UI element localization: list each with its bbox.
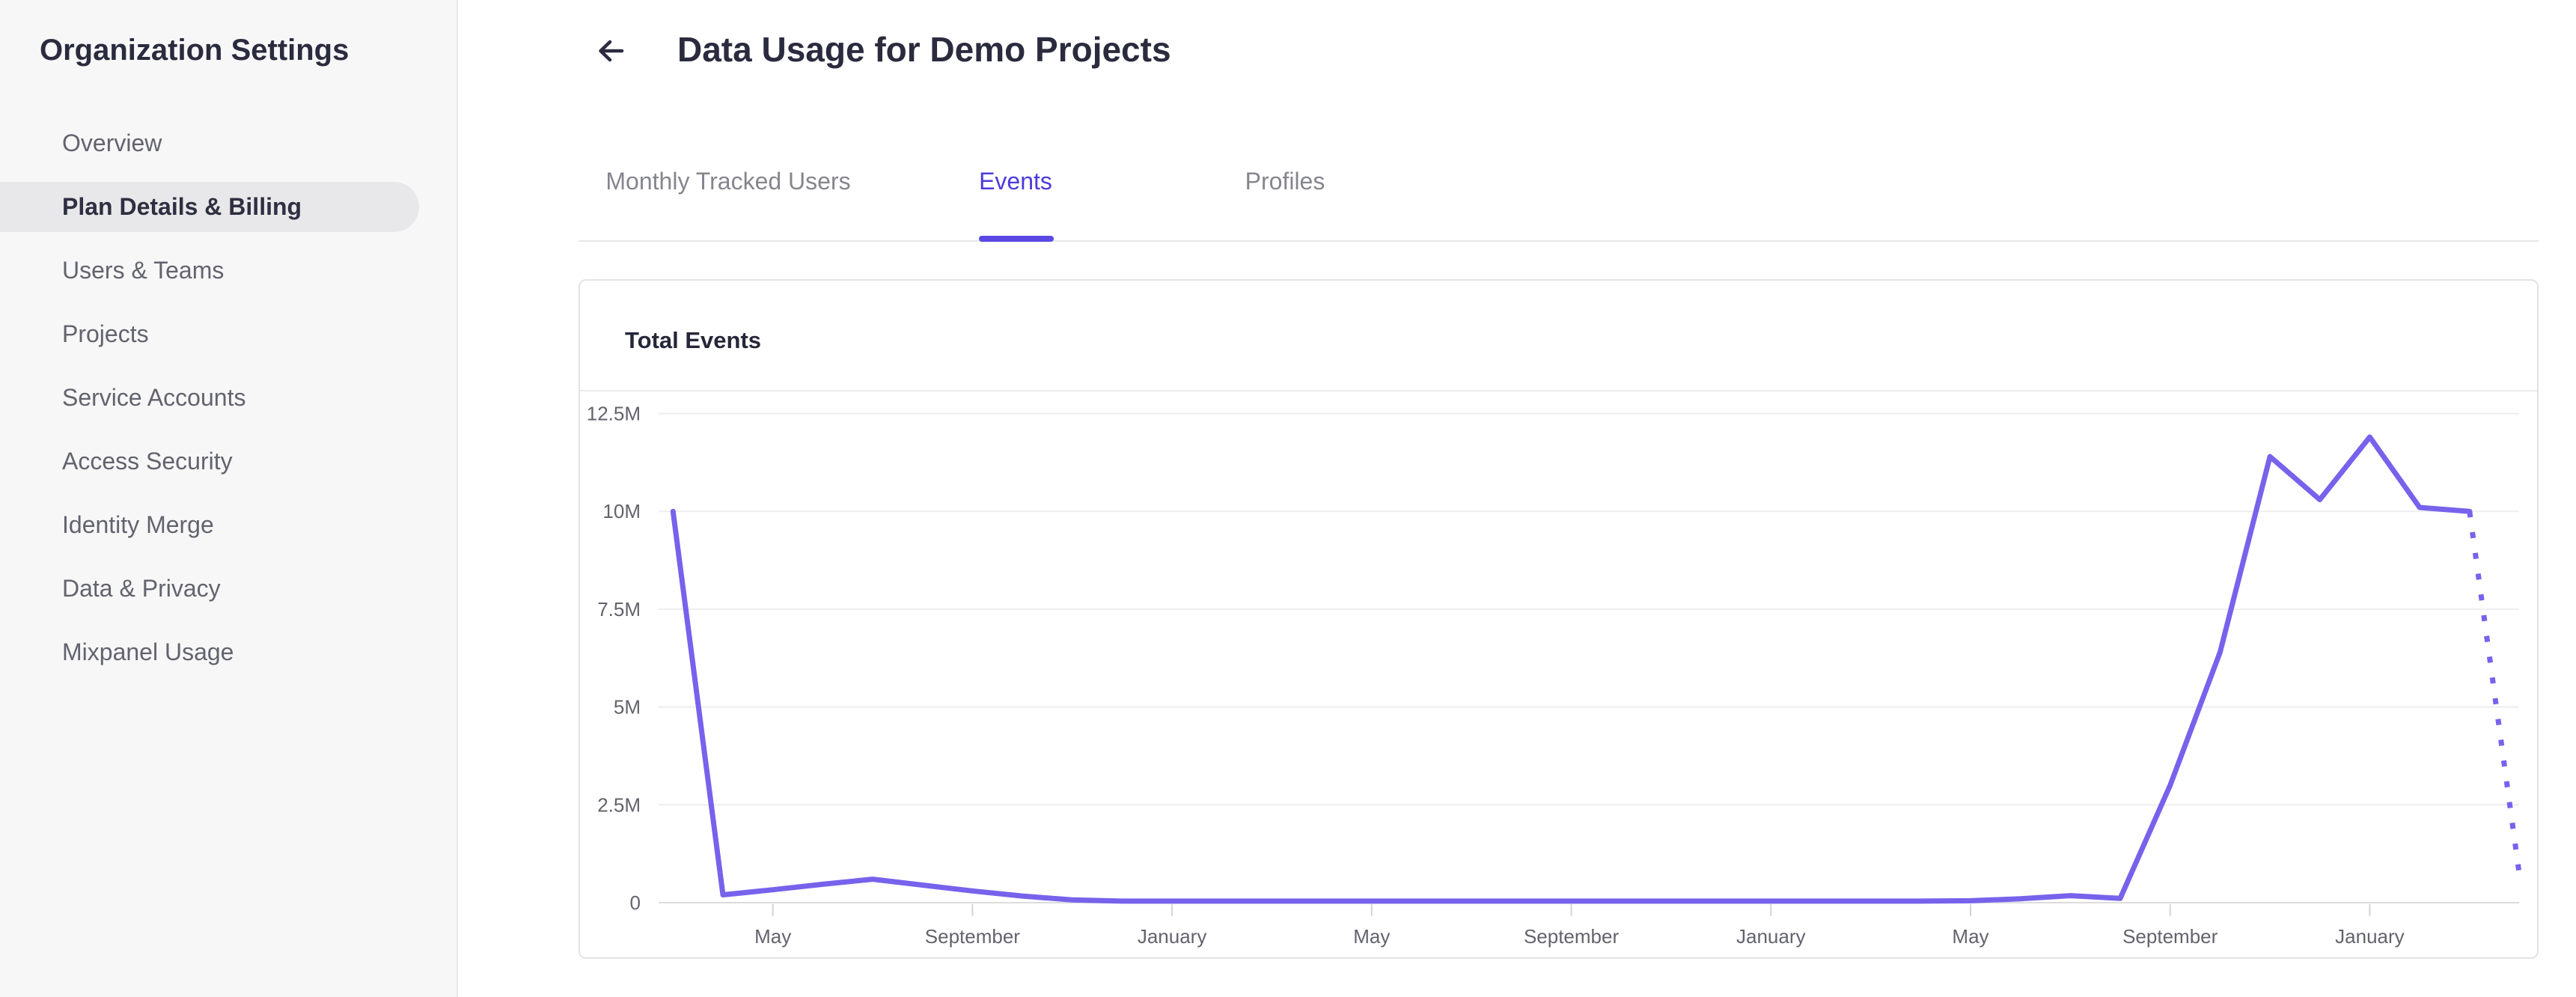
tabs-divider bbox=[579, 240, 2539, 242]
sidebar-item-overview[interactable]: Overview bbox=[62, 129, 162, 156]
total-events-card: Total Events bbox=[579, 279, 2539, 959]
sidebar-item-access-security[interactable]: Access Security bbox=[62, 448, 233, 475]
sidebar-item-data-privacy[interactable]: Data & Privacy bbox=[62, 575, 221, 602]
tab-events[interactable]: Events bbox=[979, 168, 1052, 195]
tab-profiles[interactable]: Profiles bbox=[1245, 168, 1325, 195]
sidebar-item-users-teams[interactable]: Users & Teams bbox=[62, 257, 225, 284]
sidebar-title: Organization Settings bbox=[40, 34, 350, 67]
card-title: Total Events bbox=[625, 327, 762, 353]
active-tab-underline bbox=[979, 236, 1054, 242]
sidebar-item-identity-merge[interactable]: Identity Merge bbox=[62, 511, 214, 538]
sidebar-item-projects[interactable]: Projects bbox=[62, 320, 149, 347]
back-button[interactable] bbox=[592, 31, 631, 70]
sidebar-item-plan-details-billing[interactable]: Plan Details & Billing bbox=[0, 182, 419, 232]
sidebar-item-mixpanel-usage[interactable]: Mixpanel Usage bbox=[62, 638, 234, 665]
left-arrow-icon bbox=[599, 40, 624, 62]
page-title: Data Usage for Demo Projects bbox=[677, 30, 1171, 69]
tab-monthly-tracked-users[interactable]: Monthly Tracked Users bbox=[605, 168, 851, 195]
sidebar: Organization Settings Overview Plan Detai… bbox=[0, 0, 458, 997]
sidebar-nav: Overview Plan Details & Billing Users & Te… bbox=[0, 118, 458, 691]
card-divider bbox=[580, 390, 2537, 391]
sidebar-item-service-accounts[interactable]: Service Accounts bbox=[62, 384, 246, 411]
